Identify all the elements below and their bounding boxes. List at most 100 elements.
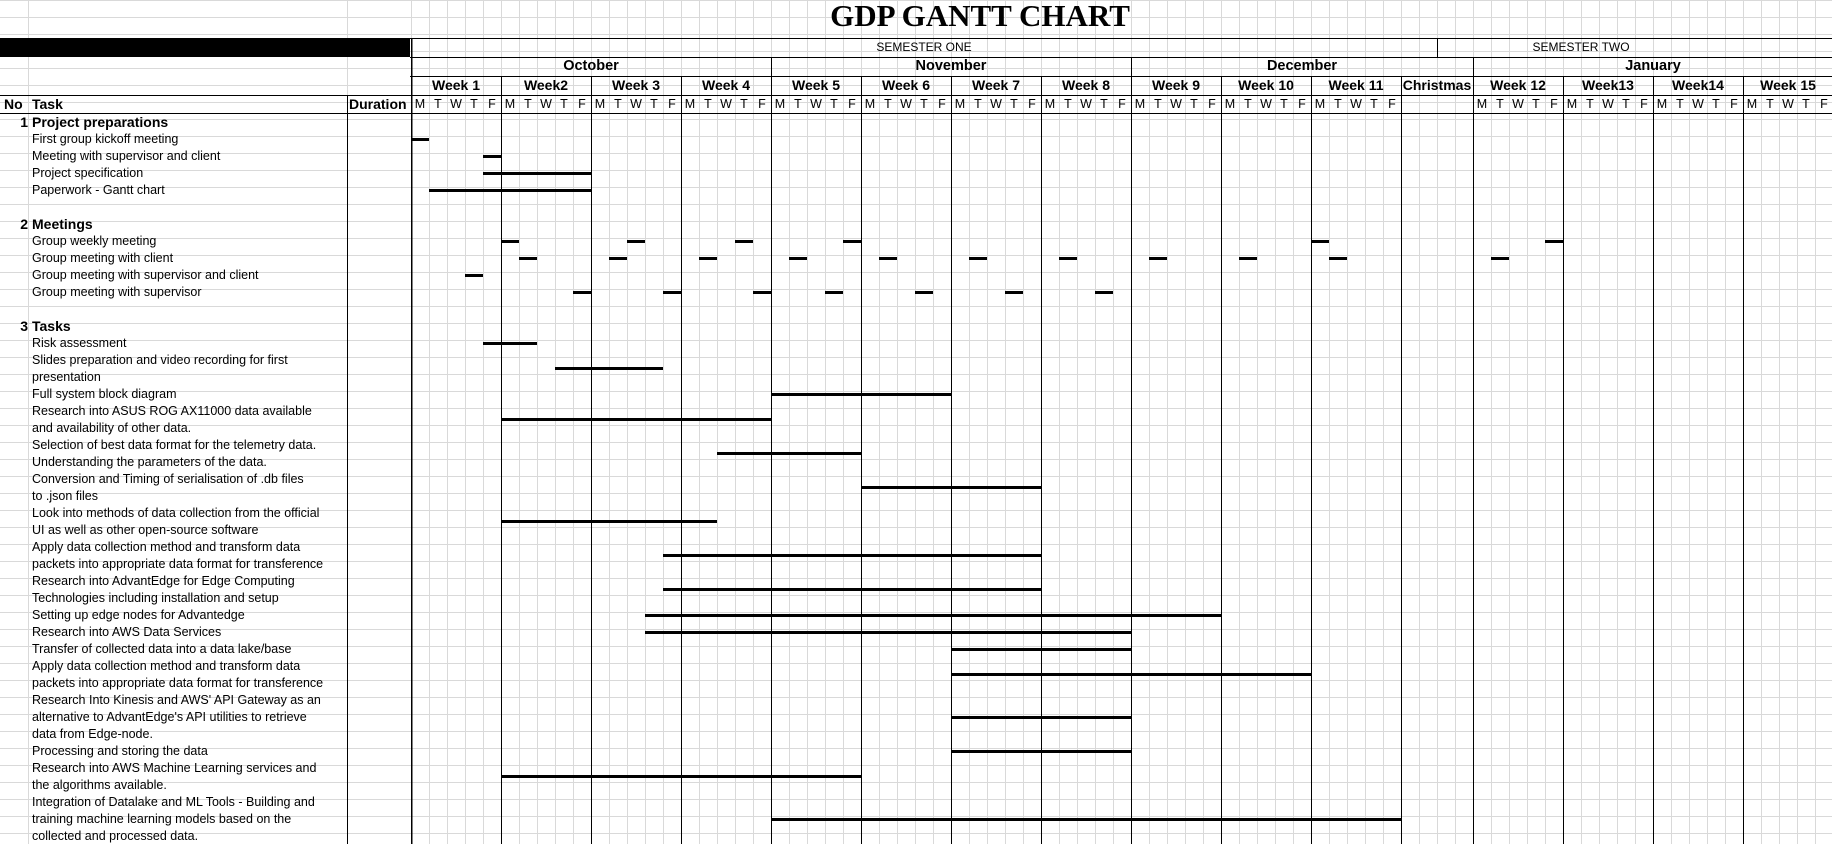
day-letter: T <box>650 97 658 111</box>
day-letter: W <box>1170 97 1182 111</box>
day-letter: T <box>1334 97 1342 111</box>
gantt-bar <box>627 240 645 243</box>
task-name: Apply data collection method and transfo… <box>32 540 324 571</box>
month-label: January <box>1625 58 1681 74</box>
gantt-bar <box>429 189 591 192</box>
task-name: Transfer of collected data into a data l… <box>32 642 292 656</box>
day-letter: F <box>1640 97 1648 111</box>
week-label: Week 5 <box>792 77 840 93</box>
gantt-bar <box>771 393 951 396</box>
chart-title: GDP GANTT CHART <box>830 0 1130 33</box>
day-letter: W <box>810 97 822 111</box>
gantt-bar <box>1005 291 1023 294</box>
gantt-bar <box>825 291 843 294</box>
header-black-block <box>0 38 410 57</box>
section-number: 2 <box>20 216 28 232</box>
day-letter: T <box>524 97 532 111</box>
day-letter: W <box>720 97 732 111</box>
day-letter: F <box>1388 97 1396 111</box>
day-letter: T <box>560 97 568 111</box>
gantt-bar <box>843 240 861 243</box>
week-label: Week 4 <box>702 77 750 93</box>
day-letter: T <box>830 97 838 111</box>
task-name: Look into methods of data collection fro… <box>32 506 320 537</box>
day-letter: F <box>848 97 856 111</box>
task-name: Full system block diagram <box>32 387 177 401</box>
task-name: Apply data collection method and transfo… <box>32 659 324 690</box>
day-letter: F <box>1730 97 1738 111</box>
gantt-bar <box>1329 257 1347 260</box>
week-label: Week 9 <box>1152 77 1200 93</box>
column-header-duration: Duration <box>349 96 407 112</box>
day-letter: T <box>1766 97 1774 111</box>
gantt-bar <box>501 240 519 243</box>
gantt-bar <box>1491 257 1509 260</box>
day-letter: W <box>1512 97 1524 111</box>
day-letter: W <box>1602 97 1614 111</box>
day-letter: M <box>1566 97 1578 111</box>
gantt-bar <box>1311 240 1329 243</box>
day-letter: M <box>1314 97 1326 111</box>
gantt-bar <box>951 750 1131 753</box>
day-letter: W <box>1260 97 1272 111</box>
gantt-bar <box>1149 257 1167 260</box>
task-name: Project specification <box>32 166 144 180</box>
task-name: Research into ASUS ROG AX11000 data avai… <box>32 404 312 435</box>
day-letter: T <box>1586 97 1594 111</box>
day-letter: M <box>1746 97 1758 111</box>
task-name: Group meeting with supervisor and client <box>32 268 259 282</box>
gantt-bar <box>483 172 591 175</box>
week-label: Christmas <box>1402 77 1472 93</box>
section-title: Tasks <box>32 318 71 334</box>
day-letter: W <box>450 97 462 111</box>
day-letter: T <box>1496 97 1504 111</box>
day-letter: M <box>1134 97 1146 111</box>
gantt-bar <box>969 257 987 260</box>
task-name: First group kickoff meeting <box>32 132 179 146</box>
day-letter: M <box>1656 97 1668 111</box>
task-name: Setting up edge nodes for Advantedge <box>32 608 245 622</box>
gantt-bar <box>501 418 771 421</box>
task-name: Integration of Datalake and ML Tools - B… <box>32 795 315 843</box>
week-label: Week 7 <box>972 77 1020 93</box>
gantt-bar <box>483 155 501 158</box>
week-label: Week 1 <box>432 77 480 93</box>
week-label: Week 11 <box>1328 77 1384 93</box>
month-label: October <box>563 58 619 74</box>
day-letter: F <box>1208 97 1216 111</box>
task-name: Group meeting with client <box>32 251 174 265</box>
gantt-bar <box>1239 257 1257 260</box>
section-number: 3 <box>20 318 28 334</box>
gantt-bar <box>645 614 1221 617</box>
day-letter: T <box>794 97 802 111</box>
task-name: Conversion and Timing of serialisation o… <box>32 472 304 503</box>
task-name: Slides preparation and video recording f… <box>32 353 288 384</box>
gantt-bar <box>735 240 753 243</box>
week-label: Week 15 <box>1760 77 1816 93</box>
column-header-task: Task <box>32 96 63 112</box>
gantt-bar <box>645 631 1131 634</box>
gantt-bar <box>465 274 483 277</box>
gantt-bar <box>861 486 1041 489</box>
day-letter: T <box>1154 97 1162 111</box>
day-letter: M <box>414 97 426 111</box>
gantt-bar <box>789 257 807 260</box>
day-letter: T <box>1370 97 1378 111</box>
day-letter: T <box>704 97 712 111</box>
day-letter: W <box>990 97 1002 111</box>
gantt-bar <box>555 367 663 370</box>
gantt-bar <box>951 716 1131 719</box>
week-label: Week 10 <box>1238 77 1294 93</box>
day-letter: T <box>1802 97 1810 111</box>
gantt-bar <box>573 291 591 294</box>
day-letter: F <box>1550 97 1558 111</box>
week-label: Week 6 <box>882 77 930 93</box>
day-letter: M <box>684 97 696 111</box>
task-name: Selection of best data format for the te… <box>32 438 317 469</box>
gantt-bar <box>1059 257 1077 260</box>
day-letter: M <box>1224 97 1236 111</box>
day-letter: T <box>1100 97 1108 111</box>
day-letter: T <box>974 97 982 111</box>
semester-label: SEMESTER ONE <box>876 40 972 54</box>
day-letter: M <box>774 97 786 111</box>
